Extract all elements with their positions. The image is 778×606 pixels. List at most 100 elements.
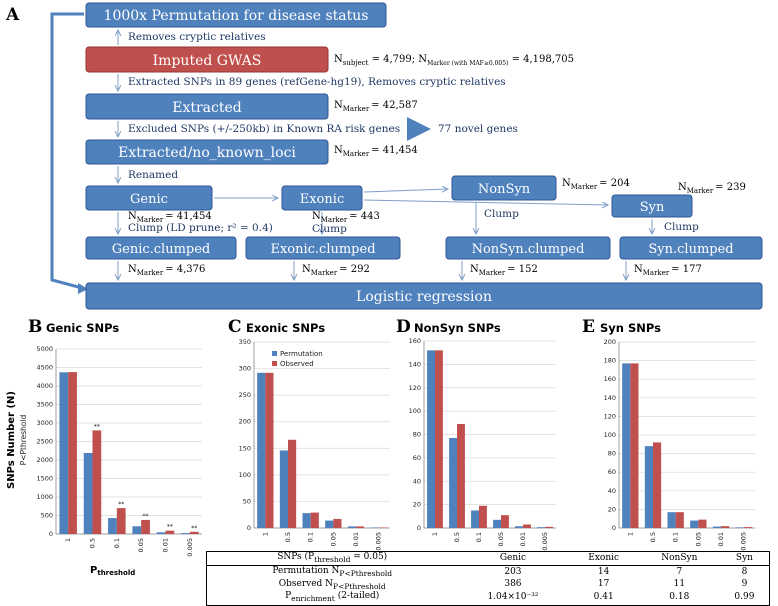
x-tick-label: 0.05	[329, 532, 337, 546]
cell-exonic: 0.41	[593, 592, 614, 603]
svg-text:NonSyn.clumped: NonSyn.clumped	[472, 242, 585, 257]
bar-permutation	[622, 363, 631, 528]
bar-permutation	[156, 532, 166, 534]
y-tick-label: 500	[41, 512, 53, 520]
y-tick-label: 120	[604, 412, 616, 420]
y-tick-label: 1500	[36, 475, 53, 483]
y-tick-label: 3500	[36, 401, 53, 409]
bar-observed	[653, 442, 662, 528]
stat-n-extracted: NMarker = 42,587	[334, 100, 418, 113]
svg-text:Extracted: Extracted	[172, 100, 242, 116]
stat-n-genic-clumped: NMarker = 4,376	[128, 264, 205, 277]
x-tick-label: 0.5	[89, 538, 97, 548]
cell-exonic: 14	[597, 566, 610, 577]
y-axis-label: SNPs Number (N)	[6, 391, 17, 489]
bar-permutation	[257, 372, 266, 528]
bar-observed	[378, 527, 387, 528]
x-tick-label: 1	[431, 532, 439, 536]
y-tick-label: 2500	[36, 438, 53, 446]
note-extracted-snps: Extracted SNPs in 89 genes (refGene-hg19…	[128, 76, 506, 88]
y-tick-label: 160	[409, 337, 421, 345]
table-row-enrichment: Penrichment (2-tailed) 1.04×10⁻³² 0.41 0…	[207, 591, 770, 605]
bar-observed	[356, 526, 365, 528]
bar-observed	[698, 519, 707, 528]
panel-letter-e: E	[582, 317, 595, 337]
x-tick-label: 0.5	[284, 532, 292, 542]
svg-text:Exonic: Exonic	[300, 192, 344, 207]
x-tick-label: 0.1	[113, 538, 121, 548]
stat-n-subject: Nsubject = 4,799; NMarker (with MAF≥0.00…	[334, 54, 574, 67]
svg-text:Extracted/no_known_loci: Extracted/no_known_loci	[118, 145, 296, 161]
cell-syn: 9	[741, 579, 748, 590]
y-tick-label: 150	[239, 444, 251, 452]
bar-permutation	[370, 527, 379, 528]
bar-observed	[116, 508, 126, 534]
y-tick-label: 140	[604, 394, 616, 402]
stat-n-syn: NMarker = 239	[678, 182, 746, 195]
legend-swatch-observed	[272, 361, 277, 366]
cell-nonsyn: 0.18	[669, 592, 690, 603]
chart-title-genic: Genic SNPs	[46, 321, 119, 335]
y-tick-label: 2000	[36, 456, 53, 464]
box-imputed-gwas: Imputed GWAS	[85, 46, 329, 73]
x-tick-label: 1	[626, 532, 634, 536]
bar-permutation	[471, 510, 479, 528]
bar-observed	[743, 527, 752, 528]
significance-mark: **	[94, 423, 100, 430]
y-tick-label: 300	[239, 365, 251, 373]
bar-permutation	[537, 527, 545, 528]
bar-permutation	[449, 438, 457, 528]
bar-permutation	[493, 519, 501, 528]
x-tick-label: 0.01	[162, 538, 170, 552]
x-tick-label: 0.005	[541, 532, 549, 551]
significance-mark: **	[191, 525, 197, 532]
y-tick-label: 140	[409, 360, 421, 368]
bar-observed	[265, 372, 274, 528]
y-tick-label: 4500	[36, 364, 53, 372]
bar-observed	[501, 515, 509, 528]
bar-permutation	[735, 527, 744, 528]
bar-observed	[92, 430, 102, 534]
table-row-permutation: Permutation NP<Pthreshold 203 14 7 8	[207, 565, 770, 578]
y-tick-label: 60	[608, 468, 616, 476]
y-tick-label: 50	[243, 497, 251, 505]
stat-n-exonic: NMarker = 443	[312, 211, 380, 224]
cell-genic: 203	[504, 566, 522, 577]
bar-permutation	[325, 520, 334, 528]
y-tick-label: 1000	[36, 493, 53, 501]
bar-observed	[630, 363, 639, 528]
panel-letter-a: A	[5, 5, 20, 25]
bar-permutation	[667, 512, 676, 528]
significance-mark: **	[167, 524, 173, 531]
svg-text:NonSyn: NonSyn	[478, 182, 531, 197]
bar-permutation	[515, 526, 523, 528]
bar-observed	[435, 350, 443, 528]
cell-genic: 386	[504, 579, 522, 590]
row-label: Observed NP<Pthreshold	[278, 578, 386, 591]
table-header-row: SNPs (Pthreshold = 0.05) Genic Exonic No…	[206, 552, 770, 566]
x-tick-label: 0.005	[186, 538, 194, 557]
table-row-observed: Observed NP<Pthreshold 386 17 11 9	[207, 579, 770, 592]
panel-letter-c: C	[228, 317, 242, 337]
x-tick-label: 1	[64, 538, 72, 542]
y-axis-sub: P<Pthreshold	[19, 414, 28, 465]
significance-mark: **	[143, 513, 149, 520]
box-extracted: Extracted	[85, 93, 329, 120]
cell-exonic: 17	[597, 579, 610, 590]
chart-title-syn: Syn SNPs	[600, 321, 661, 335]
y-tick-label: 120	[409, 384, 421, 392]
bar-observed	[310, 512, 319, 528]
note-clump-syn: Clump	[664, 221, 699, 233]
box-permutation: 1000x Permutation for disease status	[85, 2, 387, 28]
y-tick-label: 80	[608, 450, 616, 458]
x-tick-label: 0.05	[137, 538, 145, 552]
bar-observed	[721, 526, 730, 528]
cell-genic: 1.04×10⁻³²	[487, 592, 539, 603]
bar-permutation	[644, 446, 653, 528]
y-tick-label: 40	[413, 477, 421, 485]
y-tick-label: 100	[409, 407, 421, 415]
bar-observed	[288, 439, 297, 528]
x-tick-label: 0.01	[352, 532, 360, 546]
y-tick-label: 0	[612, 524, 616, 532]
note-clump-exonic: Clump	[312, 223, 347, 235]
